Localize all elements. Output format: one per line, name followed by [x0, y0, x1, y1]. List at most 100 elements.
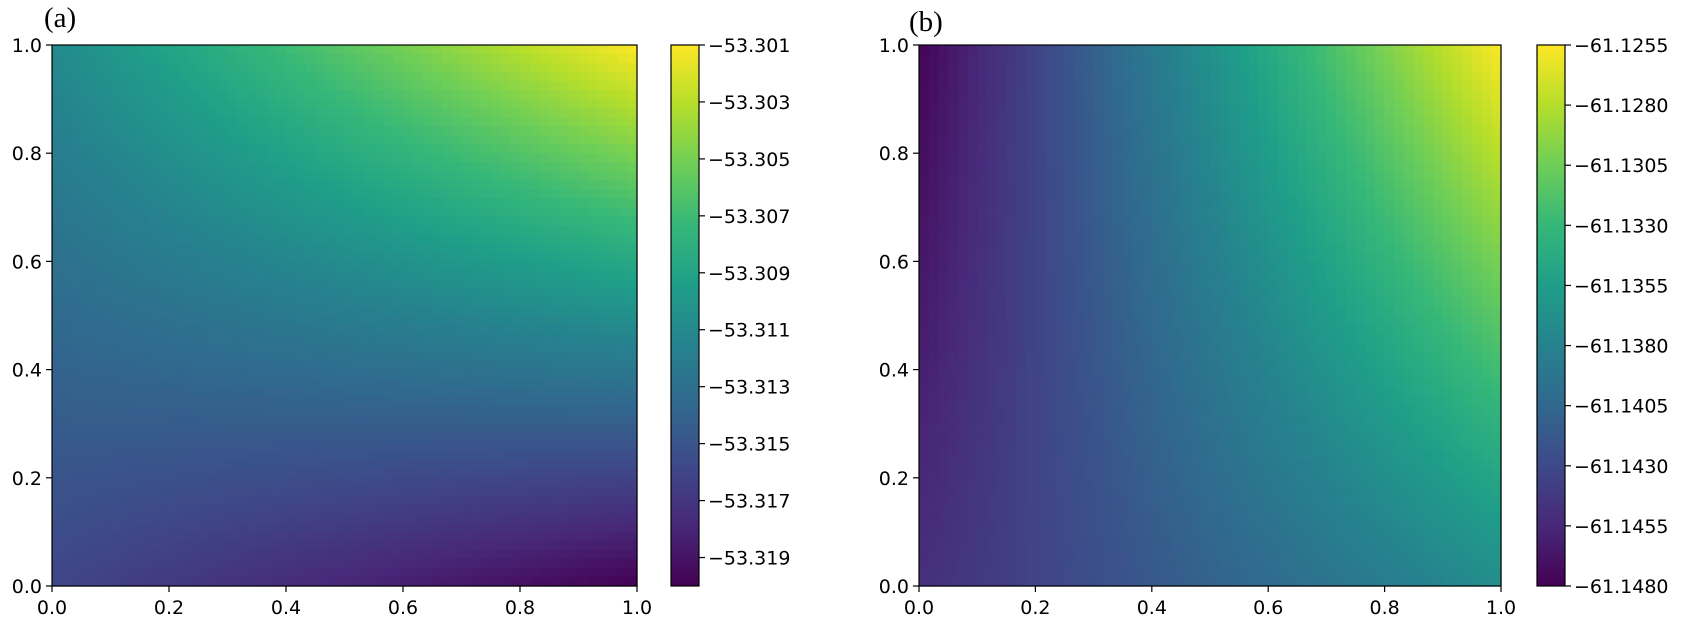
heatmap-cell — [1287, 126, 1298, 136]
heatmap-cell — [1248, 81, 1260, 91]
heatmap-cell — [266, 324, 277, 335]
heatmap-cell — [1442, 72, 1454, 82]
heatmap-cell — [549, 378, 560, 389]
heatmap-cell — [159, 135, 170, 145]
heatmap-cell — [529, 414, 541, 425]
heatmap-cell — [598, 549, 609, 560]
heatmap-cell — [500, 306, 511, 317]
heatmap-cell — [1035, 234, 1046, 244]
heatmap-cell — [412, 441, 424, 452]
heatmap-cell — [110, 396, 121, 407]
heatmap-cell — [1103, 171, 1114, 181]
heatmap-cell — [1258, 126, 1269, 136]
heatmap-cell — [986, 189, 998, 199]
heatmap-cell — [490, 126, 502, 136]
heatmap-cell — [110, 234, 121, 244]
heatmap-cell — [490, 387, 502, 398]
heatmap-cell — [1200, 153, 1211, 163]
heatmap-cell — [276, 468, 287, 479]
heatmap-cell — [1374, 45, 1386, 55]
heatmap-cell — [334, 126, 346, 136]
heatmap-cell — [71, 162, 82, 172]
heatmap-cell — [1113, 117, 1124, 127]
heatmap-cell — [578, 450, 589, 461]
heatmap-cell — [481, 351, 492, 362]
heatmap-cell — [957, 243, 969, 253]
heatmap-cell — [1151, 189, 1163, 199]
heatmap-cell — [1287, 153, 1298, 163]
heatmap-cell — [549, 423, 560, 434]
heatmap-cell — [1025, 216, 1036, 226]
heatmap-cell — [61, 342, 73, 353]
heatmap-cell — [451, 531, 463, 542]
heatmap-cell — [1404, 72, 1415, 82]
heatmap-cell — [559, 144, 570, 154]
heatmap-cell — [91, 144, 102, 154]
heatmap-cell — [607, 558, 619, 569]
heatmap-cell — [149, 405, 160, 416]
heatmap-cell — [364, 189, 375, 199]
heatmap-cell — [256, 486, 268, 497]
heatmap-cell — [1045, 153, 1056, 163]
heatmap-cell — [383, 45, 394, 55]
heatmap-cell — [1074, 135, 1085, 145]
heatmap-cell — [1229, 90, 1240, 100]
heatmap-cell — [481, 63, 492, 73]
heatmap-cell — [344, 225, 355, 235]
heatmap-cell — [276, 171, 287, 181]
heatmap-cell — [208, 126, 219, 136]
heatmap-cell — [334, 414, 346, 425]
heatmap-cell — [510, 396, 521, 407]
heatmap-cell — [1035, 126, 1046, 136]
heatmap-cell — [198, 270, 209, 281]
heatmap-cell — [986, 216, 998, 226]
heatmap-cell — [627, 144, 638, 154]
heatmap-cell — [198, 540, 209, 551]
heatmap-cell — [461, 288, 472, 299]
heatmap-cell — [169, 549, 180, 560]
heatmap-cell — [325, 567, 336, 578]
heatmap-cell — [1054, 90, 1066, 100]
heatmap-cell — [295, 54, 307, 64]
heatmap-cell — [957, 81, 969, 91]
heatmap-cell — [1200, 135, 1211, 145]
heatmap-cell — [500, 396, 511, 407]
heatmap-cell — [1258, 225, 1269, 235]
heatmap-cell — [383, 297, 394, 308]
heatmap-cell — [149, 540, 160, 551]
heatmap-cell — [1161, 162, 1172, 172]
heatmap-cell — [1006, 135, 1017, 145]
heatmap-cell — [139, 198, 151, 208]
heatmap-cell — [578, 234, 589, 244]
heatmap-cell — [412, 180, 424, 190]
heatmap-cell — [578, 360, 589, 371]
heatmap-cell — [607, 459, 619, 470]
heatmap-cell — [266, 513, 277, 524]
heatmap-cell — [120, 396, 131, 407]
heatmap-cell — [481, 315, 492, 326]
heatmap-cell — [325, 54, 336, 64]
heatmap-cell — [928, 54, 939, 64]
heatmap-cell — [61, 459, 73, 470]
heatmap-cell — [1122, 45, 1133, 55]
heatmap-cell — [568, 441, 580, 452]
heatmap-cell — [1045, 198, 1056, 208]
heatmap-cell — [286, 396, 297, 407]
heatmap-cell — [208, 468, 219, 479]
heatmap-cell — [1481, 144, 1492, 154]
heatmap-cell — [354, 540, 365, 551]
heatmap-cell — [100, 567, 112, 578]
heatmap-cell — [422, 441, 433, 452]
heatmap-cell — [1025, 135, 1036, 145]
heatmap-cell — [1316, 45, 1327, 55]
heatmap-cell — [1394, 225, 1405, 235]
heatmap-cell — [559, 315, 570, 326]
heatmap-cell — [208, 306, 219, 317]
heatmap-cell — [1316, 117, 1327, 127]
heatmap-cell — [334, 270, 346, 281]
heatmap-cell — [295, 369, 307, 380]
heatmap-cell — [315, 126, 326, 136]
heatmap-cell — [461, 180, 472, 190]
heatmap-cell — [1006, 81, 1017, 91]
heatmap-cell — [61, 531, 73, 542]
